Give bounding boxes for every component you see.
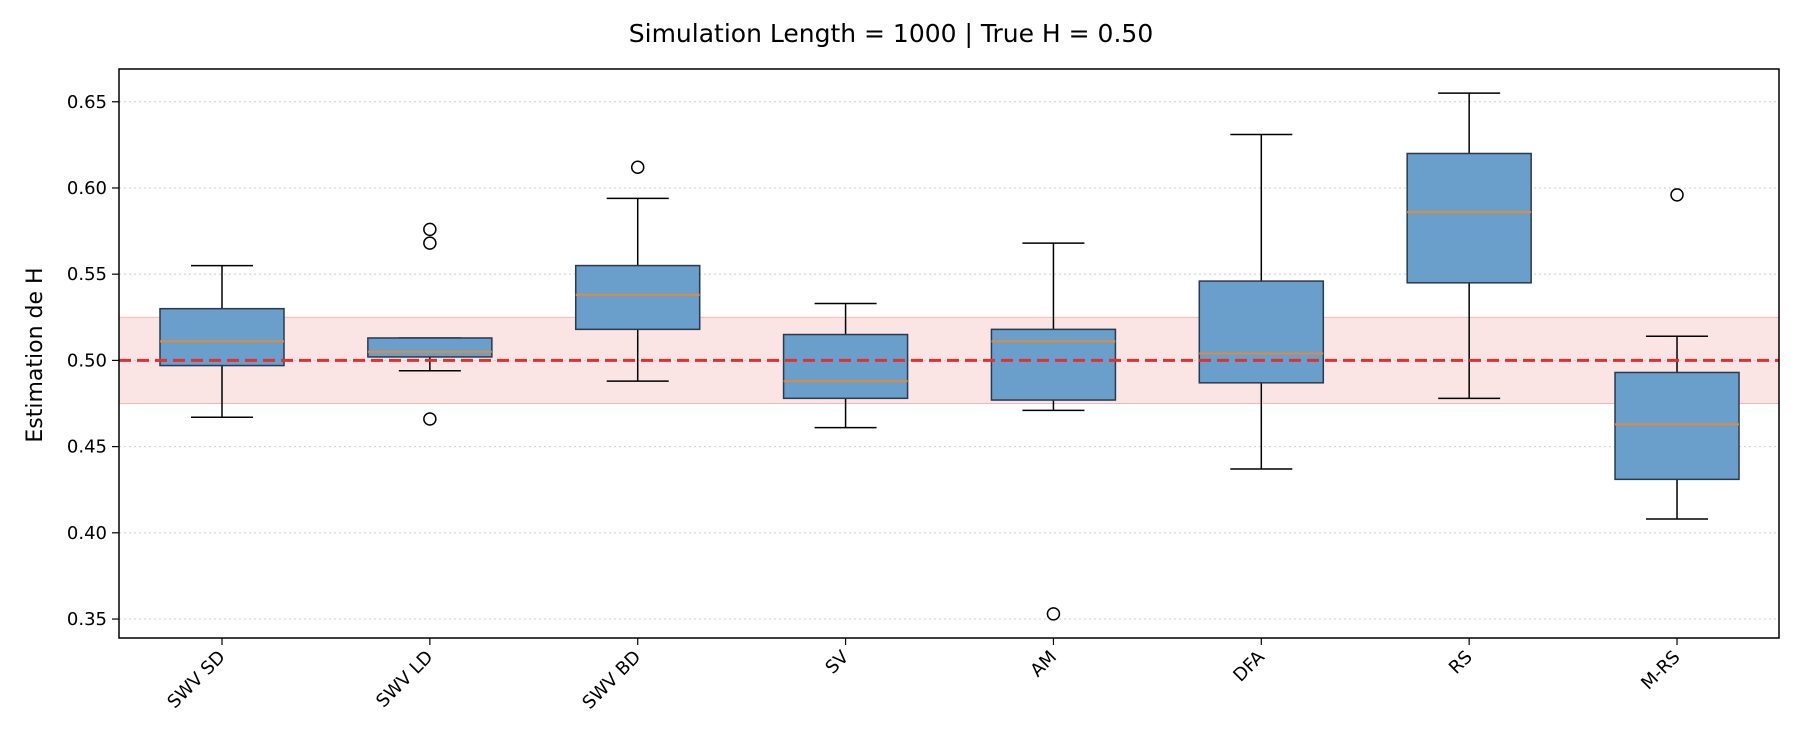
box-rs [1406,92,1532,400]
iqr-box [367,337,493,358]
y-tick-label: 0.50 [67,350,107,371]
y-tick-label: 0.40 [67,523,107,544]
outlier-point [423,412,437,426]
y-axis-label: Estimation de H [23,267,48,442]
x-tick-label: RS [1445,647,1477,679]
iqr-box [1406,152,1532,284]
x-tick-label: SWV BD [578,647,645,714]
y-tick-label: 0.45 [67,437,107,458]
iqr-box [1198,280,1325,384]
iqr-box [574,264,701,331]
y-tick-label: 0.55 [67,264,107,285]
y-tick-label: 0.60 [67,178,107,199]
y-tick-label: 0.65 [67,92,107,113]
x-tick-label: M-RS [1637,647,1684,694]
x-tick-label: SWV SD [163,647,229,713]
box-m-rs [1614,188,1740,520]
box-swv-ld [367,222,493,426]
iqr-box [782,333,909,400]
x-tick-label: SWV LD [372,647,437,712]
x-tick-label: SV [821,646,853,678]
x-tick-label: AM [1026,647,1061,682]
box-swv-sd [159,264,285,419]
iqr-box [159,307,285,367]
iqr-box [990,328,1117,401]
axes-frame [118,68,1780,639]
outlier-point [423,236,437,250]
box-sv [782,302,909,429]
outlier-point [1046,607,1061,621]
iqr-box [1614,371,1740,481]
box-dfa [1198,133,1325,470]
x-tick-label: DFA [1229,646,1269,686]
chart-title: Simulation Length = 1000 | True H = 0.50 [629,19,1153,48]
y-tick-label: 0.35 [67,609,107,630]
outlier-point [1670,188,1684,202]
plot-area: 0.35 0.40 0.45 0.50 0.55 0.60 0.65 SWV SD SWV LD… [67,68,1780,714]
outlier-point [423,222,437,237]
outlier-point [630,160,645,175]
box-swv-bd [574,160,701,382]
box-am [990,242,1117,621]
